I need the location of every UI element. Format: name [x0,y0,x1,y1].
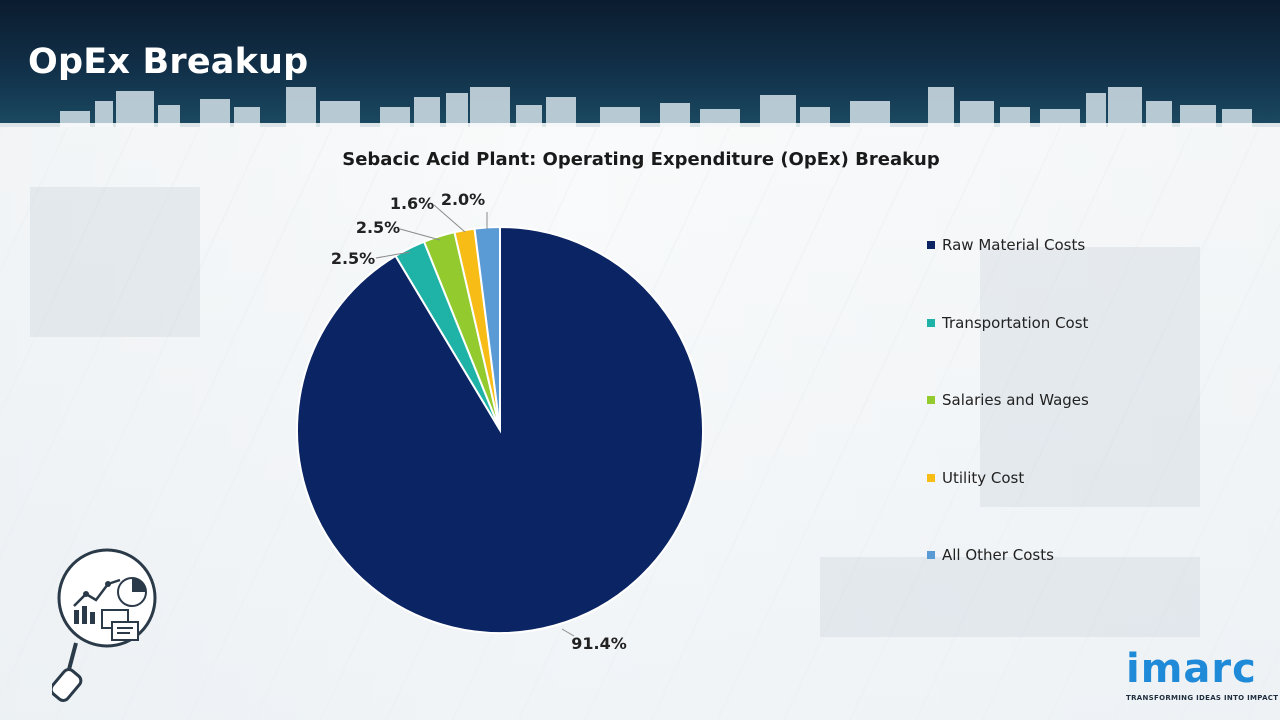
city-skyline-decoration [0,87,1280,127]
legend-swatch [927,319,935,327]
page-title: OpEx Breakup [28,42,309,82]
legend-label: Salaries and Wages [942,391,1089,409]
data-label: 2.0% [441,190,485,209]
logo-wordmark: imarc [1126,646,1257,692]
magnifier-analytics-icon [52,548,157,702]
legend-label: Transportation Cost [942,314,1089,332]
legend-item: Salaries and Wages [927,391,1089,409]
leader-line [433,204,466,233]
data-label: 2.5% [356,218,400,237]
legend-label: Utility Cost [942,469,1025,487]
legend-item: Utility Cost [927,469,1024,487]
legend-item: All Other Costs [927,546,1054,564]
chart-title-text: Sebacic Acid Plant: Operating Expenditur… [342,149,940,170]
brand-logo: imarc TRANSFORMING IDEAS INTO IMPACT [1126,646,1279,702]
leader-line [399,228,441,241]
leader-line [561,628,575,637]
data-label: 1.6% [390,194,434,213]
legend-label: All Other Costs [942,546,1054,564]
header-banner: OpEx Breakup [0,0,1280,127]
data-label: 2.5% [331,249,375,268]
legend-swatch [927,241,935,249]
legend-swatch [927,396,935,404]
legend-label: Raw Material Costs [942,236,1086,254]
legend-item: Transportation Cost [927,314,1088,332]
logo-tagline: TRANSFORMING IDEAS INTO IMPACT [1126,694,1279,702]
chart-title: Sebacic Acid Plant: Operating Expenditur… [0,149,1280,170]
data-label: 91.4% [571,634,627,653]
legend-swatch [927,474,935,482]
legend-item: Raw Material Costs [927,236,1085,254]
leader-line [375,251,411,259]
legend-swatch [927,551,935,559]
